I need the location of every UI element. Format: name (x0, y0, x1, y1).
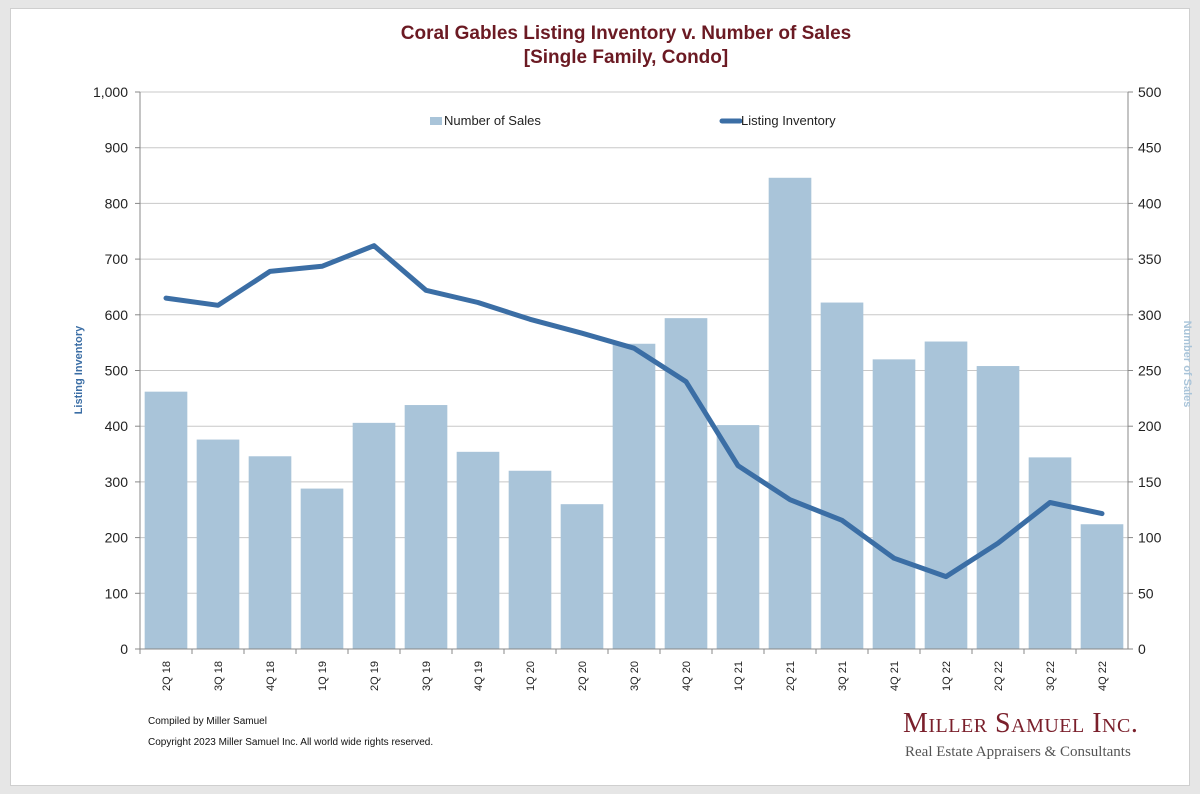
x-tick-label: 2Q 18 (161, 661, 173, 691)
copyright-text: Copyright 2023 Miller Samuel Inc. All wo… (148, 737, 434, 748)
left-tick-label: 500 (105, 363, 129, 379)
right-tick-label: 200 (1138, 418, 1162, 434)
right-tick-label: 100 (1138, 530, 1162, 546)
inventory-line (163, 243, 1105, 580)
sales-bar (768, 177, 812, 649)
x-tick-label: 1Q 20 (525, 661, 537, 691)
sales-bar (300, 488, 344, 649)
left-tick-label: 300 (105, 474, 129, 490)
sales-bar (664, 318, 708, 649)
sales-bar (1080, 524, 1124, 649)
left-tick-label: 700 (105, 251, 129, 267)
sales-bars (144, 177, 1124, 649)
x-tick-label: 1Q 19 (317, 661, 329, 691)
right-tick-label: 350 (1138, 251, 1162, 267)
x-tick-label: 2Q 21 (785, 661, 797, 691)
sales-bar (404, 405, 448, 649)
right-tick-label: 300 (1138, 307, 1162, 323)
x-tick-label: 4Q 20 (681, 661, 693, 691)
compiled-by-text: Compiled by Miller Samuel (148, 716, 267, 727)
right-tick-label: 50 (1138, 585, 1154, 601)
x-tick-label: 3Q 20 (629, 661, 641, 691)
right-tick-label: 450 (1138, 140, 1162, 156)
right-axis-title: Number of Sales (1181, 321, 1193, 408)
right-tick-label: 500 (1138, 84, 1162, 100)
right-tick-label: 400 (1138, 195, 1162, 211)
left-tick-label: 900 (105, 140, 129, 156)
right-tick-label: 0 (1138, 641, 1146, 657)
sales-bar (1028, 457, 1072, 649)
left-tick-label: 600 (105, 307, 129, 323)
left-tick-label: 400 (105, 418, 129, 434)
right-tick-label: 150 (1138, 474, 1162, 490)
x-tick-label: 4Q 22 (1097, 661, 1109, 691)
x-tick-label: 3Q 19 (421, 661, 433, 691)
sales-bar (872, 359, 916, 649)
legend-swatch-sales (430, 117, 442, 125)
x-tick-label: 2Q 20 (577, 661, 589, 691)
inventory-line-path (163, 243, 1105, 580)
left-axis-title: Listing Inventory (73, 325, 85, 415)
x-tick-label: 1Q 21 (733, 661, 745, 691)
left-tick-label: 100 (105, 585, 129, 601)
sales-bar (456, 451, 500, 649)
left-tick-label: 800 (105, 195, 129, 211)
sales-bar (352, 422, 396, 649)
axes: 0 100 200 300 400 500 600 700 800 900 1,000 0 50 100 1… (73, 84, 1193, 691)
sales-bar (820, 302, 864, 649)
x-tick-label: 4Q 19 (473, 661, 485, 691)
left-tick-label: 1,000 (93, 84, 128, 100)
x-tick-label: 3Q 22 (1045, 661, 1057, 691)
brand-tagline: Real Estate Appraisers & Consultants (905, 744, 1131, 760)
sales-bar (560, 504, 604, 649)
chart-title: Coral Gables Listing Inventory v. Number… (401, 23, 851, 68)
x-tick-label: 4Q 21 (889, 661, 901, 691)
chart-title-line: Coral Gables Listing Inventory v. Number… (401, 23, 851, 44)
left-tick-label: 0 (120, 641, 128, 657)
left-tick-label: 200 (105, 530, 129, 546)
sales-bar (612, 343, 656, 649)
x-tick-label: 4Q 18 (265, 661, 277, 691)
sales-bar (976, 366, 1020, 649)
right-tick-label: 250 (1138, 363, 1162, 379)
legend: Number of Sales Listing Inventory (430, 113, 836, 128)
brand-logo-name: Miller Samuel Inc. (903, 708, 1139, 739)
x-tick-label: 1Q 22 (941, 661, 953, 691)
sales-bar (248, 456, 292, 649)
chart-title-line: [Single Family, Condo] (524, 47, 728, 68)
x-tick-label: 3Q 18 (213, 661, 225, 691)
sales-bar (144, 391, 188, 649)
x-tick-label: 2Q 19 (369, 661, 381, 691)
x-tick-label: 2Q 22 (993, 661, 1005, 691)
sales-bar (924, 341, 968, 649)
legend-label-sales: Number of Sales (444, 113, 541, 128)
x-tick-label: 3Q 21 (837, 661, 849, 691)
legend-label-inventory: Listing Inventory (741, 113, 836, 128)
sales-bar (196, 439, 240, 649)
sales-bar (508, 470, 552, 649)
sales-bar (716, 425, 760, 649)
